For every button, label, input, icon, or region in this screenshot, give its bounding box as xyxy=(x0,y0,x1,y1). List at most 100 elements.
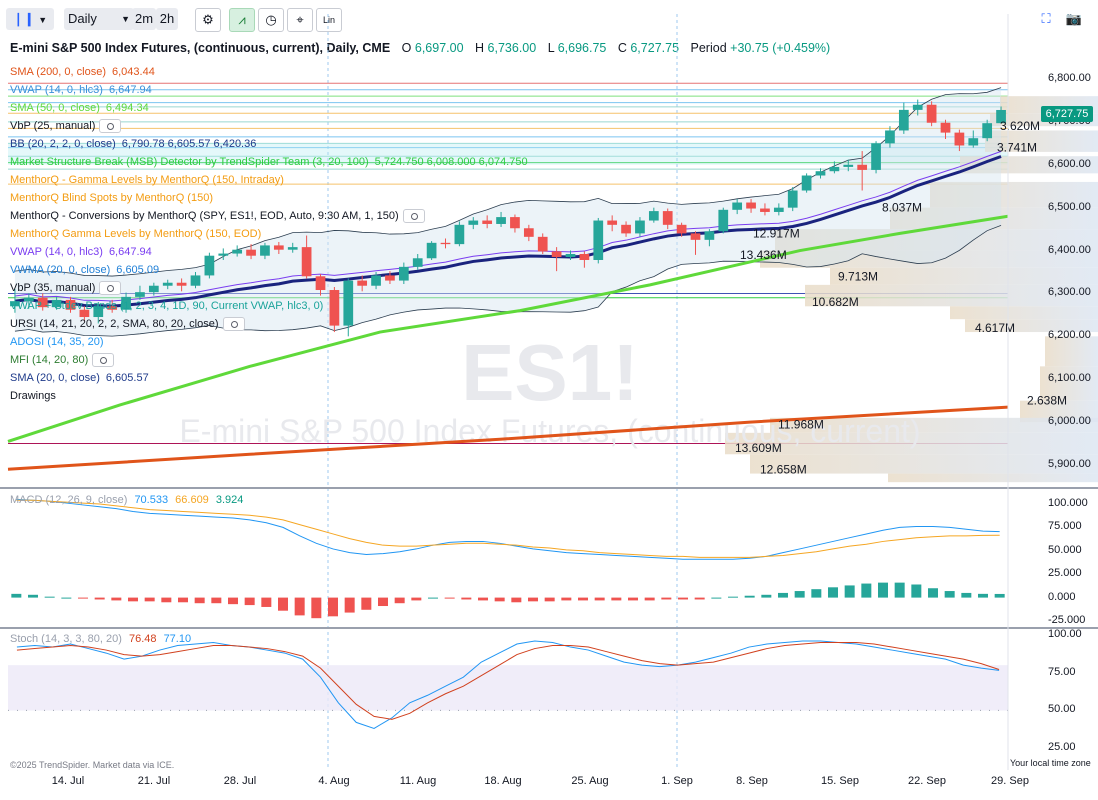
eye-icon[interactable] xyxy=(92,353,115,368)
candle-body[interactable] xyxy=(773,207,784,212)
candle-body[interactable] xyxy=(829,166,840,172)
indicator-row[interactable]: MenthorQ Gamma Levels by MenthorQ (150, … xyxy=(10,227,261,241)
candle-body[interactable] xyxy=(79,309,90,318)
indicator-row[interactable]: VbP (35, manual) xyxy=(10,281,122,296)
candle-body[interactable] xyxy=(815,171,826,176)
candle-body[interactable] xyxy=(329,290,340,326)
candle-body[interactable] xyxy=(412,258,423,267)
candle-body[interactable] xyxy=(565,253,576,257)
candle-body[interactable] xyxy=(635,220,645,234)
candle-body[interactable] xyxy=(218,253,229,256)
settings-button[interactable]: ⚙ xyxy=(195,8,221,32)
candle-body[interactable] xyxy=(107,306,118,310)
indicator-row[interactable]: VWAP + Stdev Bands (1, 2, 3, 4, 1D, 90, … xyxy=(10,299,323,313)
candle-body[interactable] xyxy=(746,202,756,209)
eye-icon[interactable] xyxy=(402,209,425,224)
indicator-row[interactable]: SMA (50, 0, close) 6,494.34 xyxy=(10,101,149,115)
scale-button[interactable]: Lin xyxy=(316,8,342,32)
candle-body[interactable] xyxy=(940,122,951,133)
candle-body[interactable] xyxy=(426,242,437,259)
replay-button[interactable]: ◷ xyxy=(258,8,284,32)
candle-body[interactable] xyxy=(954,132,965,146)
candle-body[interactable] xyxy=(287,247,298,250)
candle-body[interactable] xyxy=(787,190,798,208)
candle-body[interactable] xyxy=(871,143,881,170)
candle-body[interactable] xyxy=(982,123,993,139)
candle-body[interactable] xyxy=(10,301,20,307)
candle-body[interactable] xyxy=(260,245,270,256)
candle-body[interactable] xyxy=(23,297,34,302)
indicator-row[interactable]: SMA (20, 0, close) 6,605.57 xyxy=(10,371,149,385)
indicator-row[interactable]: URSI (14, 21, 20, 2, 2, SMA, 80, 20, clo… xyxy=(10,317,245,332)
interval-select[interactable]: Daily ▼ xyxy=(64,8,134,30)
interval-2m-button[interactable]: 2m xyxy=(132,8,156,30)
candle-body[interactable] xyxy=(65,299,76,310)
indicator-row[interactable]: VbP (25, manual) xyxy=(10,119,122,134)
candle-body[interactable] xyxy=(315,276,326,291)
candle-body[interactable] xyxy=(246,249,256,256)
candle-body[interactable] xyxy=(176,282,187,286)
screenshot-button[interactable]: 📷 xyxy=(1064,8,1084,30)
candle-body[interactable] xyxy=(996,109,1006,124)
indicator-row[interactable]: MenthorQ Blind Spots by MenthorQ (150) xyxy=(10,191,213,205)
indicator-row[interactable]: MenthorQ - Gamma Levels by MenthorQ (150… xyxy=(10,173,284,187)
chart-type-button[interactable]: ❘❙ ▼ xyxy=(6,8,54,30)
candle-body[interactable] xyxy=(357,280,368,286)
indicator-row[interactable]: MFI (14, 20, 80) xyxy=(10,353,115,368)
candle-body[interactable] xyxy=(732,202,743,210)
indicator-row[interactable]: Market Structure Break (MSB) Detector by… xyxy=(10,155,528,169)
candle-body[interactable] xyxy=(968,138,979,146)
candle-body[interactable] xyxy=(190,275,201,286)
candle-body[interactable] xyxy=(121,296,131,310)
indicator-row[interactable]: Drawings xyxy=(10,389,56,403)
candle-body[interactable] xyxy=(760,208,770,212)
candle-body[interactable] xyxy=(51,299,62,308)
candle-body[interactable] xyxy=(676,224,687,234)
candle-body[interactable] xyxy=(801,175,812,191)
candle-body[interactable] xyxy=(37,297,48,308)
candle-body[interactable] xyxy=(662,211,673,225)
candle-body[interactable] xyxy=(621,224,631,234)
candle-body[interactable] xyxy=(162,282,173,286)
candle-body[interactable] xyxy=(440,242,451,245)
candle-body[interactable] xyxy=(232,249,243,254)
crosshair-button[interactable]: ⌖ xyxy=(287,8,313,32)
candle-body[interactable] xyxy=(385,275,395,281)
candle-body[interactable] xyxy=(468,220,479,225)
eye-icon[interactable] xyxy=(99,119,122,134)
candle-body[interactable] xyxy=(301,247,312,277)
eye-icon[interactable] xyxy=(222,317,245,332)
candle-body[interactable] xyxy=(898,109,909,131)
candle-body[interactable] xyxy=(593,220,604,260)
candle-body[interactable] xyxy=(398,266,409,281)
candle-body[interactable] xyxy=(537,236,548,252)
candle-body[interactable] xyxy=(551,251,562,257)
indicator-row[interactable]: ADOSI (14, 35, 20) xyxy=(10,335,104,349)
candle-body[interactable] xyxy=(704,231,715,240)
indicator-row[interactable]: MenthorQ - Conversions by MenthorQ (SPY,… xyxy=(10,209,425,224)
candle-body[interactable] xyxy=(454,224,465,245)
candle-body[interactable] xyxy=(482,220,493,224)
fullscreen-button[interactable]: ⛶ xyxy=(1036,8,1056,30)
candle-body[interactable] xyxy=(885,130,895,144)
candle-body[interactable] xyxy=(93,306,104,318)
candle-body[interactable] xyxy=(135,292,145,297)
candle-body[interactable] xyxy=(510,217,520,229)
candle-body[interactable] xyxy=(579,253,590,260)
indicator-row[interactable]: VWAP (14, 0, hlc3) 6,647.94 xyxy=(10,245,152,259)
candle-body[interactable] xyxy=(912,104,923,110)
candle-body[interactable] xyxy=(496,217,506,224)
indicator-row[interactable]: VWMA (20, 0, close) 6,605.09 xyxy=(10,263,159,277)
candle-body[interactable] xyxy=(607,220,618,225)
candle-body[interactable] xyxy=(926,104,937,123)
candle-body[interactable] xyxy=(690,233,701,240)
candle-body[interactable] xyxy=(273,245,284,250)
indicator-toggle-button[interactable]: ⩘ xyxy=(229,8,255,32)
candle-body[interactable] xyxy=(523,228,534,237)
candle-body[interactable] xyxy=(343,280,354,326)
indicator-row[interactable]: SMA (200, 0, close) 6,043.44 xyxy=(10,65,155,79)
indicator-row[interactable]: BB (20, 2, 2, 0, close) 6,790.78 6,605.57… xyxy=(10,137,256,151)
candle-body[interactable] xyxy=(204,255,215,276)
candle-body[interactable] xyxy=(148,285,159,293)
